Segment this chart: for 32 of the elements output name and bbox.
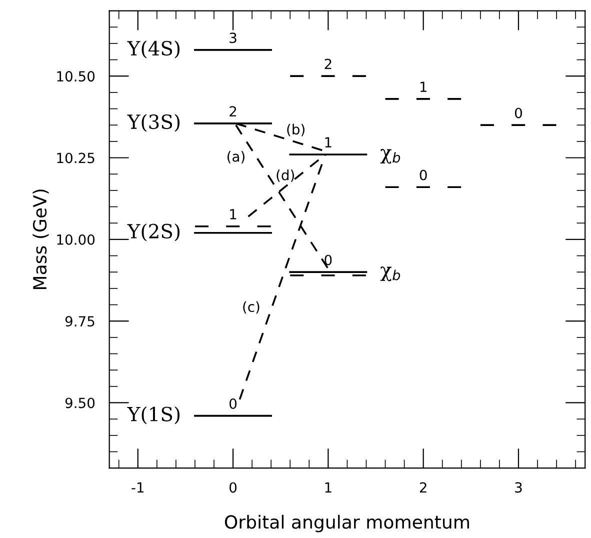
annotation: χ$_{b}$	[380, 148, 400, 164]
annotation: 0	[420, 170, 427, 180]
y-tick-label: 9.50	[65, 398, 95, 408]
annotation: Υ(4S)	[127, 40, 180, 58]
annotation: Υ(1S)	[127, 406, 180, 424]
annotation: χ$_{b}$	[380, 266, 400, 282]
annotation: 2	[230, 106, 236, 116]
annotation: 1	[230, 209, 236, 220]
annotation: 2	[324, 58, 332, 70]
x-tick-label: 1	[325, 482, 332, 492]
annotation: (b)	[287, 124, 304, 136]
x-tick-label: 0	[230, 482, 237, 493]
y-tick-label: 10.00	[57, 234, 95, 245]
annotation: (c)	[243, 301, 260, 314]
x-tick-label: 2	[420, 482, 426, 492]
x-tick-label: -1	[132, 482, 144, 492]
y-axis-title: Mass (GeV)	[32, 190, 49, 290]
annotation: (d)	[276, 170, 294, 182]
y-tick-label: 9.75	[65, 316, 94, 327]
annotation: 1	[325, 137, 332, 148]
annotation: 1	[420, 82, 426, 92]
annotation: 0	[324, 254, 332, 266]
y-tick-label: 10.25	[57, 152, 94, 164]
annotation: (a)	[228, 151, 244, 164]
x-axis-title: Orbital angular momentum	[224, 514, 469, 532]
annotation: Υ(3S)	[127, 114, 180, 132]
annotation: 0	[514, 108, 522, 118]
annotation: 3	[230, 32, 236, 44]
annotation: 0	[230, 398, 237, 409]
y-tick-label: 10.50	[57, 71, 95, 82]
annotation: Υ(2S)	[127, 223, 180, 242]
x-tick-label: 3	[515, 482, 522, 493]
